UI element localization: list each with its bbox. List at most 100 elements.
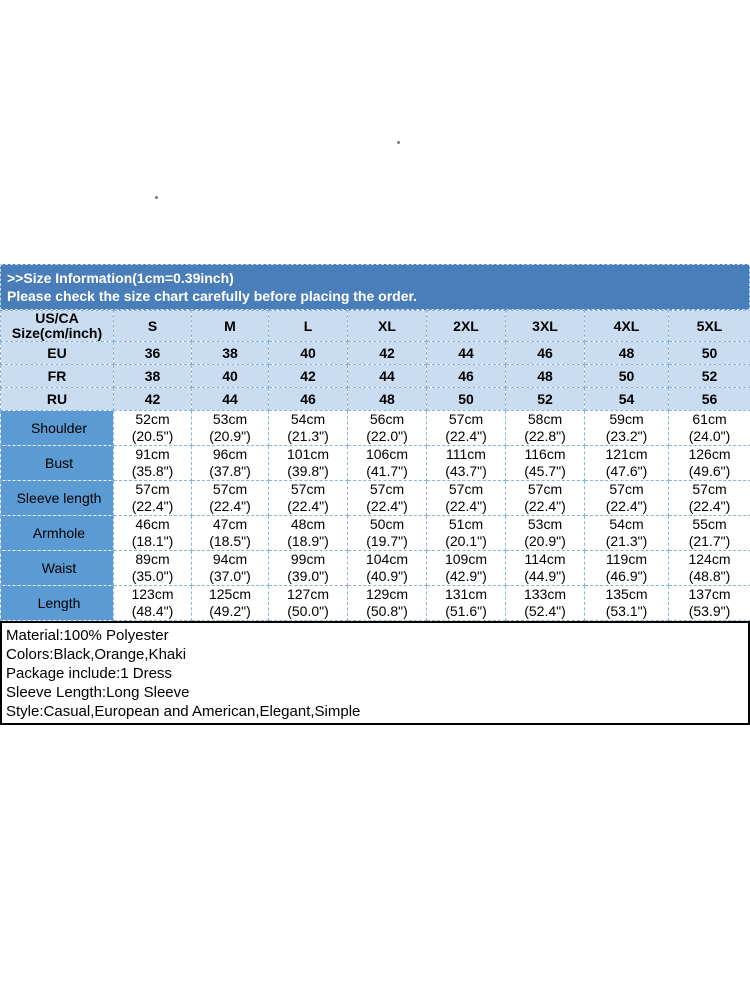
cm-value: 137cm <box>688 586 731 603</box>
region-value: 50 <box>426 387 506 411</box>
measurement-cell: 126cm (49.6") <box>668 445 750 481</box>
measurement-cell: 114cm (44.9") <box>505 550 585 586</box>
speck-dot <box>397 141 400 144</box>
inch-value: (46.9") <box>605 568 648 584</box>
cm-value: 106cm <box>365 446 409 463</box>
measurement-cell: 57cm (22.4") <box>426 480 506 516</box>
inch-value: (53.1") <box>605 603 648 619</box>
inch-value: (20.9") <box>524 533 566 549</box>
cm-value: 53cm <box>527 516 563 533</box>
inch-value: (21.3") <box>287 428 329 444</box>
cm-value: 129cm <box>365 586 409 603</box>
size-col-header-3xl: 3XL <box>505 310 585 342</box>
inch-value: (37.8") <box>209 463 251 479</box>
measurement-cell: 61cm (24.0") <box>668 410 750 446</box>
inch-value: (48.4") <box>131 603 174 619</box>
measurement-cell: 59cm (23.2") <box>584 410 669 446</box>
cm-value: 56cm <box>369 411 405 428</box>
inch-value: (22.4") <box>366 498 408 514</box>
measurement-cell: 127cm (50.0") <box>268 585 348 621</box>
size-header-row: US/CA Size(cm/inch) S M L XL 2XL 3XL 4XL… <box>0 310 750 342</box>
inch-value: (22.8") <box>524 428 566 444</box>
cm-value: 124cm <box>688 551 731 568</box>
cm-value: 57cm <box>290 481 326 498</box>
size-col-header-s: S <box>113 310 192 342</box>
measurement-label: Bust <box>0 445 114 481</box>
region-value: 52 <box>505 387 585 411</box>
measurement-cell: 106cm (41.7") <box>347 445 427 481</box>
region-value: 46 <box>426 364 506 388</box>
detail-line-style: Style:Casual,European and American,Elega… <box>6 703 361 720</box>
size-col-header-2xl: 2XL <box>426 310 506 342</box>
inch-value: (20.1") <box>445 533 487 549</box>
measurement-cell: 123cm (48.4") <box>113 585 192 621</box>
inch-value: (35.8") <box>131 463 174 479</box>
cm-value: 119cm <box>606 551 647 568</box>
size-table: US/CA Size(cm/inch) S M L XL 2XL 3XL 4XL… <box>0 310 750 621</box>
cm-value: 57cm <box>448 411 484 428</box>
region-value: 40 <box>268 341 348 365</box>
inch-value: (21.3") <box>605 533 648 549</box>
measurement-cell: 99cm (39.0") <box>268 550 348 586</box>
cm-value: 46cm <box>135 516 170 533</box>
inch-value: (45.7") <box>524 463 566 479</box>
size-col-header-m: M <box>191 310 269 342</box>
inch-value: (22.0") <box>366 428 408 444</box>
region-value: 42 <box>347 341 427 365</box>
region-value: 46 <box>268 387 348 411</box>
region-row-eu: EU 36 38 40 42 44 46 48 50 <box>0 341 750 365</box>
cm-value: 99cm <box>290 551 326 568</box>
measurement-cell: 135cm (53.1") <box>584 585 669 621</box>
cm-value: 91cm <box>135 446 170 463</box>
measurement-cell: 56cm (22.0") <box>347 410 427 446</box>
cm-value: 127cm <box>286 586 330 603</box>
region-value: 52 <box>668 364 750 388</box>
inch-value: (18.9") <box>287 533 329 549</box>
measurement-cell: 57cm (22.4") <box>426 410 506 446</box>
measurement-cell: 121cm (47.6") <box>584 445 669 481</box>
corner-header: US/CA Size(cm/inch) <box>0 310 114 342</box>
inch-value: (21.7") <box>688 533 731 549</box>
region-value: 40 <box>191 364 269 388</box>
banner-subtitle: Please check the size chart carefully be… <box>7 288 418 304</box>
measurement-cell: 54cm (21.3") <box>584 515 669 551</box>
inch-value: (18.5") <box>209 533 251 549</box>
cm-value: 51cm <box>448 516 484 533</box>
region-value: 48 <box>584 341 669 365</box>
measurement-cell: 50cm (19.7") <box>347 515 427 551</box>
region-value: 42 <box>113 387 192 411</box>
inch-value: (22.4") <box>688 498 731 514</box>
size-col-header-l: L <box>268 310 348 342</box>
measurement-cell: 94cm (37.0") <box>191 550 269 586</box>
measurement-cell: 104cm (40.9") <box>347 550 427 586</box>
region-value: 48 <box>505 364 585 388</box>
inch-value: (49.6") <box>688 463 731 479</box>
inch-value: (47.6") <box>605 463 648 479</box>
measurement-cell: 57cm (22.4") <box>668 480 750 516</box>
cm-value: 54cm <box>290 411 326 428</box>
cm-value: 104cm <box>365 551 409 568</box>
cm-value: 125cm <box>208 586 252 603</box>
cm-value: 48cm <box>290 516 326 533</box>
measurement-cell: 46cm (18.1") <box>113 515 192 551</box>
inch-value: (20.9") <box>209 428 251 444</box>
measurement-cell: 48cm (18.9") <box>268 515 348 551</box>
region-row-fr: FR 38 40 42 44 46 48 50 52 <box>0 364 750 388</box>
corner-header-line1: US/CA <box>35 310 79 326</box>
region-value: 46 <box>505 341 585 365</box>
inch-value: (19.7") <box>366 533 408 549</box>
region-value: 38 <box>113 364 192 388</box>
cm-value: 57cm <box>692 481 727 498</box>
cm-value: 47cm <box>212 516 248 533</box>
cm-value: 52cm <box>135 411 170 428</box>
region-value: 44 <box>426 341 506 365</box>
measurement-label: Length <box>0 585 114 621</box>
detail-line-material: Material:100% Polyester <box>6 627 169 644</box>
size-chart-section: >>Size Information(1cm=0.39inch) Please … <box>0 264 750 725</box>
measurement-label: Shoulder <box>0 410 114 446</box>
inch-value: (18.1") <box>131 533 174 549</box>
measurement-row-shoulder: Shoulder 52cm (20.5") 53cm (20.9") 54cm (21… <box>0 410 750 446</box>
measurement-cell: 57cm (22.4") <box>191 480 269 516</box>
measurement-cell: 125cm (49.2") <box>191 585 269 621</box>
size-col-header-4xl: 4XL <box>584 310 669 342</box>
